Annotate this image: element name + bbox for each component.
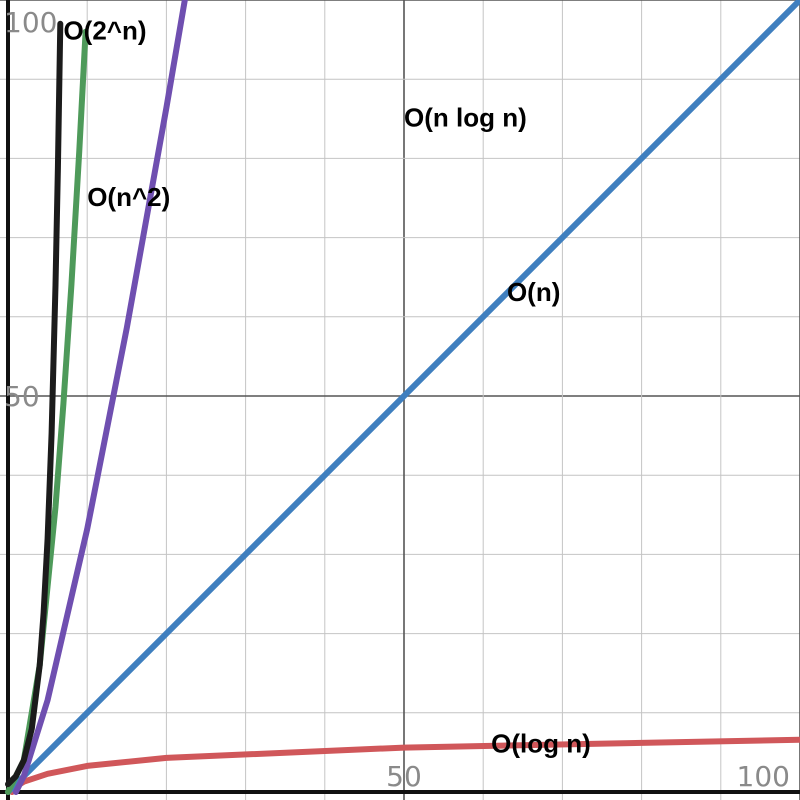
series-label: O(n) <box>507 277 560 307</box>
series-line <box>5 0 800 795</box>
y-tick-label: 100 <box>4 6 57 39</box>
series-line <box>5 20 64 788</box>
series-lines <box>5 0 800 795</box>
tick-labels: 50 100 50 100 <box>4 6 790 793</box>
series-label: O(2^n) <box>63 16 146 46</box>
x-tick-label: 50 <box>386 760 422 793</box>
series-line <box>12 0 188 795</box>
series-label: O(n^2) <box>87 182 170 212</box>
series-label: O(n log n) <box>404 103 527 133</box>
y-tick-label: 50 <box>4 380 40 413</box>
series-label: O(log n) <box>491 728 591 758</box>
x-tick-label: 100 <box>737 760 790 793</box>
series-labels: O(2^n) O(n^2) O(n log n) O(n) O(log n) <box>63 16 590 759</box>
